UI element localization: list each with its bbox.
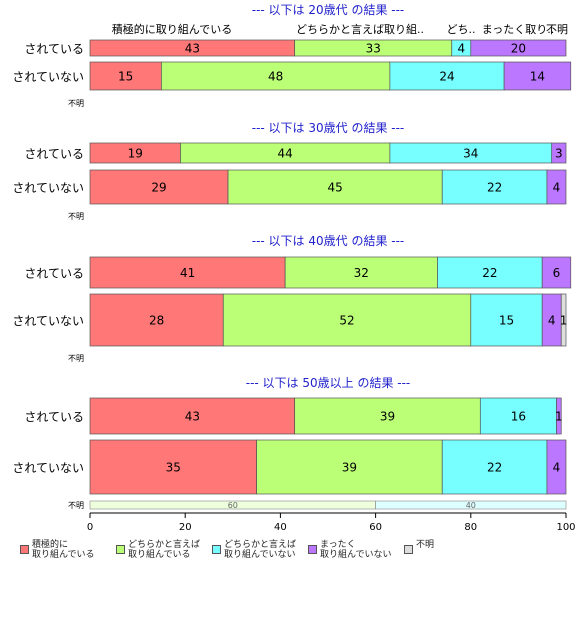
data-label: 48 bbox=[268, 70, 283, 84]
data-label: 43 bbox=[185, 42, 200, 56]
row-label: されていない bbox=[12, 70, 84, 84]
category-header: まったく取り.. bbox=[482, 23, 555, 36]
bar-segment bbox=[294, 397, 481, 435]
data-label: 6 bbox=[553, 266, 561, 280]
data-label: 45 bbox=[327, 181, 342, 195]
row-label: されていない bbox=[12, 461, 84, 475]
legend-label: どちらかと言えば 取り組んでいない bbox=[224, 540, 297, 560]
data-label: 14 bbox=[530, 70, 545, 84]
legend-swatch bbox=[212, 545, 221, 554]
bar-segment bbox=[161, 61, 391, 91]
data-label: 1 bbox=[555, 410, 563, 424]
category-header: どちらかと言えば取り組.. bbox=[296, 23, 424, 36]
bar-segment bbox=[89, 293, 224, 347]
bar-segment bbox=[389, 61, 505, 91]
unknown-data-label: 40 bbox=[466, 501, 476, 510]
bar-segment bbox=[470, 293, 543, 347]
data-label: 15 bbox=[499, 314, 514, 328]
data-label: 28 bbox=[149, 314, 164, 328]
row-label: されている bbox=[24, 42, 84, 56]
data-label: 22 bbox=[482, 266, 497, 280]
data-label: 22 bbox=[487, 181, 502, 195]
data-label: 4 bbox=[553, 461, 561, 475]
x-tick-label: 100 bbox=[556, 522, 575, 533]
row-label: されていない bbox=[12, 314, 84, 328]
bar-segment bbox=[560, 293, 567, 347]
data-label: 16 bbox=[511, 410, 526, 424]
legend-label: まったく 取り組んでいない bbox=[320, 540, 392, 560]
data-label: 34 bbox=[463, 147, 478, 161]
unknown-label: 不明 bbox=[68, 501, 84, 510]
data-label: 19 bbox=[128, 147, 143, 161]
data-label: 4 bbox=[457, 42, 465, 56]
unknown-label: 不明 bbox=[68, 354, 84, 363]
data-label: 39 bbox=[342, 461, 357, 475]
unknown-segment bbox=[375, 500, 567, 510]
data-label: 35 bbox=[166, 461, 181, 475]
bar-segment bbox=[551, 142, 567, 164]
category-header: 積極的に取り組んでいる bbox=[112, 22, 232, 36]
data-label: 29 bbox=[151, 181, 166, 195]
data-label: 43 bbox=[185, 410, 200, 424]
row-label: されていない bbox=[12, 181, 84, 195]
x-tick-label: 0 bbox=[87, 522, 93, 533]
bar-segment bbox=[437, 256, 543, 289]
row-label: されている bbox=[24, 410, 84, 424]
category-header: どち.. bbox=[447, 23, 476, 36]
bar-segment bbox=[541, 256, 572, 289]
x-tick-label: 60 bbox=[369, 522, 382, 533]
legend-label: 積極的に 取り組んでいる bbox=[32, 540, 95, 560]
data-label: 39 bbox=[380, 410, 395, 424]
data-label: 4 bbox=[553, 181, 561, 195]
x-tick-label: 40 bbox=[274, 522, 287, 533]
legend-swatch bbox=[116, 545, 125, 554]
data-label: 33 bbox=[366, 42, 381, 56]
row-label: されている bbox=[24, 147, 84, 161]
bar-segment bbox=[546, 439, 567, 495]
data-label: 41 bbox=[180, 266, 195, 280]
legend-swatch bbox=[404, 545, 413, 554]
data-label: 32 bbox=[354, 266, 369, 280]
legend-swatch bbox=[20, 545, 29, 554]
data-label: 1 bbox=[560, 314, 568, 328]
bar-segment bbox=[89, 397, 296, 435]
category-header: 不明 bbox=[546, 23, 568, 36]
bar-segment bbox=[89, 256, 286, 289]
legend-label: どちらかと言えば 取り組んでいる bbox=[128, 540, 201, 560]
group-title: --- 以下は 50歳以上 の結果 --- bbox=[246, 376, 411, 390]
bar-segment bbox=[222, 293, 472, 347]
group-title: --- 以下は 30歳代 の結果 --- bbox=[252, 121, 405, 135]
bar-segment bbox=[546, 169, 567, 205]
bar-segment bbox=[470, 39, 567, 57]
unknown-label: 不明 bbox=[68, 99, 84, 108]
data-label: 20 bbox=[511, 42, 526, 56]
data-label: 52 bbox=[339, 314, 354, 328]
data-label: 4 bbox=[548, 314, 556, 328]
data-label: 15 bbox=[118, 70, 133, 84]
data-label: 44 bbox=[278, 147, 293, 161]
unknown-data-label: 60 bbox=[228, 501, 238, 510]
legend-label: 不明 bbox=[416, 540, 435, 550]
bar-segment bbox=[227, 169, 443, 205]
unknown-label: 不明 bbox=[68, 212, 84, 221]
chart-legend: 積極的に 取り組んでいる どちらかと言えば 取り組んでいる どちらかと言えば 取り組… bbox=[20, 540, 580, 580]
data-label: 24 bbox=[439, 70, 454, 84]
bar-segment bbox=[441, 169, 548, 205]
group-title: --- 以下は 40歳代 の結果 --- bbox=[252, 234, 405, 248]
group-title: --- 以下は 20歳代 の結果 --- bbox=[252, 3, 405, 17]
bar-segment bbox=[89, 61, 162, 91]
bar-segment bbox=[556, 397, 562, 435]
legend-swatch bbox=[308, 545, 317, 554]
row-label: されている bbox=[24, 267, 84, 281]
data-label: 3 bbox=[555, 147, 563, 161]
bar-segment bbox=[89, 439, 257, 495]
bar-segment bbox=[503, 61, 572, 91]
bar-segment bbox=[256, 439, 443, 495]
x-tick-label: 20 bbox=[179, 522, 192, 533]
bar-segment bbox=[284, 256, 438, 289]
data-label: 22 bbox=[487, 461, 502, 475]
x-tick-label: 80 bbox=[464, 522, 477, 533]
